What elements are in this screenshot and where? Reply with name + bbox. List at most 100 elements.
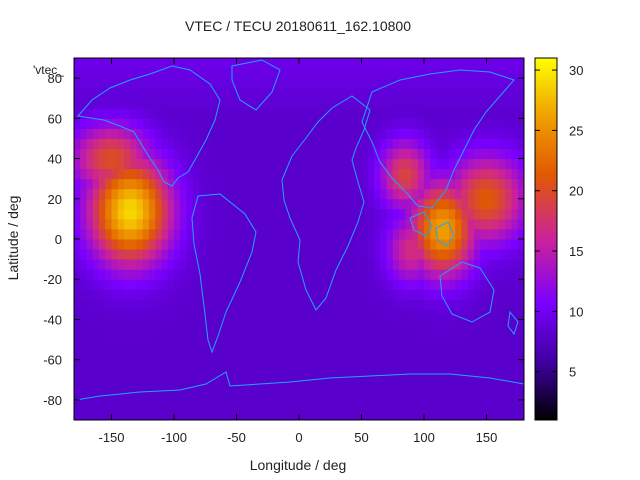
heatmap-cell — [467, 148, 475, 160]
heatmap-cell — [342, 188, 350, 200]
heatmap-cell — [124, 178, 131, 190]
heatmap-cell — [99, 208, 106, 220]
heatmap-cell — [155, 108, 162, 119]
heatmap-cell — [217, 68, 225, 79]
heatmap-cell — [142, 88, 150, 99]
heatmap-cell — [455, 128, 462, 139]
heatmap-cell — [442, 259, 450, 270]
y-tick-label: 60 — [48, 111, 62, 126]
heatmap-cell — [486, 259, 494, 270]
heatmap-cell — [324, 168, 331, 180]
heatmap-cell — [111, 98, 119, 109]
heatmap-cell — [111, 218, 119, 230]
heatmap-cell — [167, 68, 175, 79]
heatmap-cell — [111, 158, 119, 170]
heatmap-cell — [142, 269, 150, 280]
heatmap-cell — [511, 409, 519, 420]
heatmap-cell — [311, 88, 319, 99]
heatmap-cell — [305, 369, 312, 381]
heatmap-cell — [205, 369, 212, 381]
heatmap-cell — [317, 379, 325, 391]
heatmap-cell — [74, 128, 81, 139]
heatmap-cell — [467, 98, 475, 109]
heatmap-cell — [155, 58, 162, 69]
heatmap-cell — [74, 359, 81, 371]
heatmap-cell — [142, 228, 150, 240]
heatmap-cell — [230, 58, 237, 69]
heatmap-cell — [436, 108, 444, 119]
y-tick-label: 0 — [55, 232, 62, 247]
heatmap-cell — [449, 369, 456, 381]
heatmap-cell — [217, 239, 225, 250]
heatmap-cell — [467, 128, 475, 139]
heatmap-cell — [405, 198, 412, 210]
heatmap-cell — [424, 108, 431, 119]
heatmap-cell — [74, 389, 81, 401]
heatmap-cell — [130, 279, 137, 290]
heatmap-cell — [380, 178, 387, 190]
heatmap-cell — [124, 198, 131, 210]
heatmap-cell — [224, 329, 231, 341]
heatmap-cell — [442, 249, 450, 260]
heatmap-cell — [474, 339, 481, 351]
heatmap-cell — [111, 359, 119, 371]
heatmap-cell — [355, 329, 362, 341]
heatmap-cell — [205, 379, 212, 391]
heatmap-cell — [211, 218, 219, 230]
heatmap-cell — [386, 78, 394, 89]
heatmap-cell — [217, 389, 225, 401]
heatmap-cell — [317, 339, 325, 351]
heatmap-cell — [399, 329, 406, 341]
heatmap-cell — [367, 309, 375, 320]
heatmap-cell — [261, 98, 269, 109]
heatmap-cell — [342, 269, 350, 280]
heatmap-cell — [305, 329, 312, 341]
heatmap-cell — [399, 389, 406, 401]
heatmap-cell — [424, 158, 431, 170]
heatmap-cell — [511, 68, 519, 79]
heatmap-cell — [511, 309, 519, 320]
heatmap-cell — [199, 198, 206, 210]
heatmap-cell — [442, 369, 450, 381]
heatmap-cell — [280, 309, 287, 320]
heatmap-cell — [205, 148, 212, 160]
heatmap-cell — [430, 148, 437, 160]
heatmap-cell — [230, 389, 237, 401]
heatmap-cell — [392, 409, 400, 420]
heatmap-cell — [149, 138, 156, 149]
heatmap-cell — [380, 329, 387, 341]
heatmap-cell — [92, 299, 100, 310]
heatmap-cell — [142, 279, 150, 290]
heatmap-cell — [149, 259, 156, 270]
heatmap-cell — [374, 168, 381, 180]
heatmap-cell — [349, 279, 356, 290]
coastline-overlay — [75, 59, 524, 401]
heatmap-cell — [436, 249, 444, 260]
heatmap-cell — [255, 339, 262, 351]
heatmap-cell — [161, 299, 169, 310]
heatmap-cell — [517, 279, 524, 290]
heatmap-cell — [474, 158, 481, 170]
heatmap-cell — [336, 228, 344, 240]
heatmap-cell — [161, 118, 169, 129]
heatmap-cell — [261, 218, 269, 230]
heatmap-cell — [124, 168, 131, 180]
heatmap-cell — [149, 369, 156, 381]
heatmap-cell — [324, 279, 331, 290]
heatmap-cell — [261, 128, 269, 139]
heatmap-cell — [317, 389, 325, 401]
heatmap-cell — [417, 249, 425, 260]
heatmap-cell — [142, 339, 150, 351]
heatmap-cell — [261, 88, 269, 99]
heatmap-cell — [236, 228, 244, 240]
heatmap-cell — [349, 319, 356, 330]
heatmap-cell — [124, 148, 131, 160]
heatmap-cell — [330, 249, 337, 260]
heatmap-cell — [417, 289, 425, 300]
heatmap-cell — [480, 299, 487, 310]
heatmap-cell — [286, 359, 294, 371]
heatmap-cell — [249, 319, 256, 330]
heatmap-cell — [261, 78, 269, 89]
heatmap-cell — [405, 279, 412, 290]
